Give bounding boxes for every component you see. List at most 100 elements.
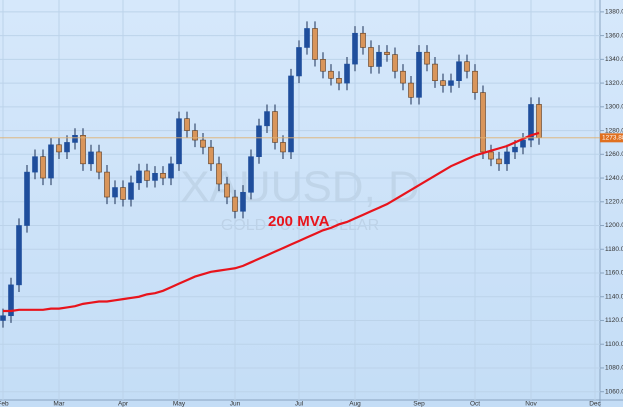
watermark: XAUUSD, D: [180, 163, 420, 212]
y-tick-label: 1300.00: [605, 104, 623, 111]
x-tick-label: Aug: [349, 401, 361, 407]
y-tick-label: 1360.00: [605, 32, 623, 39]
series-label: 200 MVA: [268, 213, 330, 230]
candle-body: [296, 47, 302, 77]
moving-average-line: [3, 131, 540, 313]
candle-body: [360, 32, 366, 48]
candle-body: [448, 80, 454, 86]
candle-body: [168, 163, 174, 179]
candle-body: [136, 170, 142, 184]
candle-body: [264, 111, 270, 127]
x-tick-label: Mar: [53, 401, 65, 407]
candle-body: [376, 51, 382, 67]
candle-body: [496, 158, 502, 165]
y-tick-label: 1060.00: [605, 388, 623, 395]
x-tick-label: Feb: [0, 401, 9, 407]
candle-body: [320, 59, 326, 72]
candle-body: [120, 187, 126, 200]
y-tick-label: 1240.00: [605, 175, 623, 182]
candle-body: [24, 171, 30, 226]
y-tick-label: 1380.00: [605, 9, 623, 16]
y-tick-label: 1280.00: [605, 127, 623, 134]
last-price-tag: [600, 133, 623, 143]
candle-body: [200, 139, 206, 148]
candle-body: [88, 151, 94, 165]
candle-body: [464, 61, 470, 72]
y-tick-label: 1160.00: [605, 270, 623, 277]
candle-body: [368, 47, 374, 67]
candle-body: [176, 118, 182, 165]
y-tick-label: 1260.00: [605, 151, 623, 158]
y-tick-label: 1140.00: [605, 293, 623, 300]
candle-body: [32, 156, 38, 173]
candle-body: [96, 151, 102, 173]
candle-body: [128, 182, 134, 200]
candle-body: [488, 151, 494, 160]
candle-body: [48, 144, 54, 179]
x-tick-label: May: [173, 401, 186, 407]
y-tick-label: 1180.00: [605, 246, 623, 253]
x-tick-label: Nov: [525, 401, 537, 407]
candle-body: [56, 144, 62, 153]
x-tick-label: Dec: [589, 401, 601, 407]
candle-body: [528, 104, 534, 141]
candle-body: [344, 63, 350, 84]
y-tick-label: 1120.00: [605, 317, 623, 324]
candle-body: [472, 70, 478, 93]
candle-body: [256, 125, 262, 157]
candle-body: [504, 151, 510, 165]
candle-body: [232, 196, 238, 212]
candle-body: [64, 142, 70, 153]
candle-body: [384, 51, 390, 55]
candle-body: [512, 146, 518, 153]
candle-body: [408, 82, 414, 98]
candle-body: [72, 135, 78, 143]
candle-body: [336, 78, 342, 84]
candle-body: [400, 70, 406, 84]
candle-body: [424, 51, 430, 65]
y-tick-label: 1200.00: [605, 222, 623, 229]
x-tick-label: Sep: [413, 401, 425, 407]
candle-body: [440, 80, 446, 86]
candle-body: [520, 139, 526, 148]
candle-body: [240, 191, 246, 212]
candle-body: [224, 183, 230, 198]
candle-body: [392, 54, 398, 72]
candle-body: [184, 118, 190, 131]
candle-body: [288, 75, 294, 153]
candle-body: [208, 146, 214, 165]
candle-body: [328, 70, 334, 79]
candle-body: [304, 28, 310, 48]
x-tick-label: Jun: [230, 401, 241, 407]
y-tick-label: 1100.00: [605, 341, 623, 348]
y-tick-label: 1080.00: [605, 365, 623, 372]
candle-body: [432, 63, 438, 82]
candle-body: [104, 171, 110, 198]
x-tick-label: Jul: [295, 401, 304, 407]
candle-body: [40, 156, 46, 179]
candle-body: [312, 28, 318, 60]
candle-body: [152, 172, 158, 181]
y-tick-label: 1320.00: [605, 80, 623, 87]
candle-body: [352, 32, 358, 65]
candle-body: [248, 156, 254, 193]
candle-body: [192, 130, 198, 141]
candle-body: [144, 170, 150, 181]
candle-body: [456, 61, 462, 82]
candle-body: [216, 163, 222, 185]
candle-body: [416, 51, 422, 98]
x-tick-label: Oct: [470, 401, 480, 407]
candle-body: [80, 135, 86, 165]
y-tick-label: 1220.00: [605, 198, 623, 205]
candle-body: [280, 142, 286, 153]
candle-body: [112, 187, 118, 198]
candle-body: [480, 92, 486, 153]
y-tick-label: 1340.00: [605, 56, 623, 63]
candle-body: [8, 284, 14, 317]
candle-body: [272, 111, 278, 143]
candle-body: [160, 172, 166, 179]
x-tick-label: Apr: [118, 401, 129, 407]
candle-body: [0, 315, 6, 321]
